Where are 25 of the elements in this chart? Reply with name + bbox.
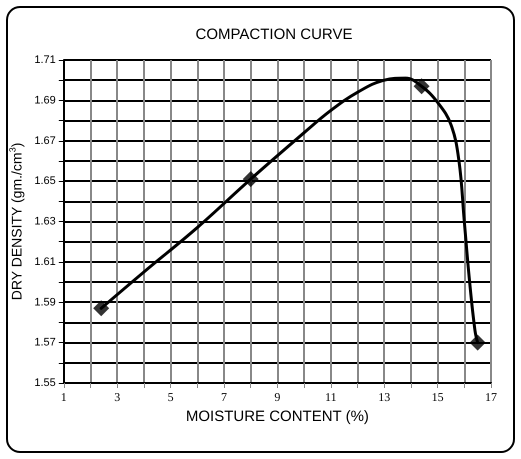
y-tick-label: 1.57	[34, 336, 56, 349]
x-tick-label: 7	[221, 390, 228, 404]
point	[414, 78, 430, 94]
x-tick-label: 13	[378, 390, 390, 404]
y-tick-label: 1.63	[34, 216, 56, 228]
x-axis-title: MOISTURE CONTENT (%)	[186, 408, 369, 425]
y-tick-label: 1.67	[34, 134, 56, 147]
x-tick-label: 9	[274, 390, 280, 404]
y-tick-label: 1.61	[34, 256, 56, 268]
y-tick-label: 1.55	[34, 377, 56, 389]
x-tick-label: 11	[325, 390, 337, 404]
x-tick-label: 1	[60, 390, 67, 404]
point	[242, 171, 259, 188]
y-tick-label: 1.59	[34, 296, 56, 308]
x-tick-label: 15	[432, 390, 444, 404]
x-tick-label: 3	[114, 390, 120, 404]
y-tick-label: 1.71	[34, 54, 56, 66]
y-tick-label: 1.69	[34, 94, 56, 106]
x-tick-label: 17	[485, 390, 497, 404]
x-tick-label: 5	[168, 390, 174, 404]
y-axis-title: DRY DENSITY (gm./cm3)	[8, 142, 24, 300]
y-tick-label: 1.65	[34, 175, 56, 188]
point	[93, 300, 110, 316]
chart-title: COMPACTION CURVE	[196, 26, 352, 43]
point	[470, 334, 486, 351]
